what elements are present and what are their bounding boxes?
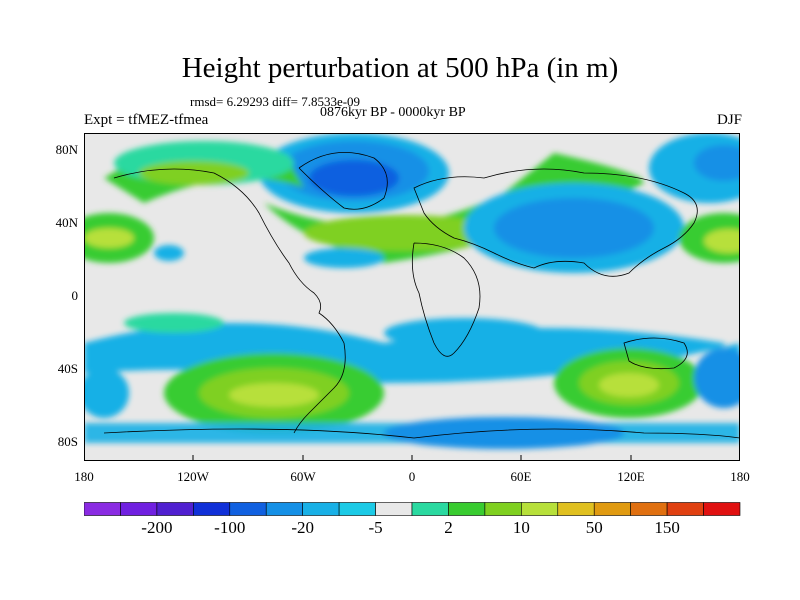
season-label: DJF — [716, 112, 742, 128]
lon-label-120e: 120E — [617, 469, 645, 484]
experiment-label: Expt = tfMEZ-tfmea — [84, 112, 209, 128]
lon-label-120w: 120W — [177, 469, 209, 484]
colorbar-swatch — [229, 502, 267, 516]
colorbar-swatch — [84, 502, 121, 516]
colorbar-label: -5 — [368, 518, 383, 537]
coastlines — [103, 152, 740, 439]
colorbar-swatch — [484, 502, 522, 516]
lat-label-80n: 80N — [55, 142, 78, 157]
colorbar-swatch — [666, 502, 704, 516]
colorbar-label: 10 — [512, 518, 530, 537]
colorbar-swatch — [156, 502, 194, 516]
lon-label-180e: 180 — [730, 469, 750, 484]
lon-label-60e: 60E — [510, 469, 532, 484]
colorbar-swatch — [411, 502, 449, 516]
lat-label-80s: 80S — [57, 434, 78, 449]
colorbar-label: -200 — [141, 518, 173, 537]
lat-label-40s: 40S — [57, 361, 78, 376]
colorbar-swatch — [521, 502, 559, 516]
colorbar-swatch — [557, 502, 595, 516]
colorbar-swatch — [630, 502, 668, 516]
colorbar-swatch — [593, 502, 631, 516]
tick-marks — [192, 455, 632, 461]
lat-label-0: 0 — [71, 288, 79, 303]
lat-label-40n: 40N — [55, 215, 78, 230]
colorbar-label: 2 — [444, 518, 453, 537]
lon-label-0: 0 — [408, 469, 416, 484]
colorbar-swatch — [338, 502, 376, 516]
colorbar-swatch — [302, 502, 340, 516]
colorbar-label: -100 — [214, 518, 246, 537]
colorbar — [84, 502, 741, 516]
colorbar-label: 50 — [585, 518, 603, 537]
lon-label-60w: 60W — [290, 469, 316, 484]
lon-label-180w: 180 — [74, 469, 94, 484]
contour-fields — [84, 133, 740, 449]
colorbar-swatch — [265, 502, 303, 516]
colorbar-swatch — [193, 502, 231, 516]
colorbar-swatch — [703, 502, 741, 516]
rmsd-stats: rmsd= 6.29293 diff= 7.8533e-09 — [190, 94, 361, 109]
colorbar-swatch — [375, 502, 413, 516]
map-plot — [84, 133, 740, 461]
colorbar-label: -20 — [291, 518, 314, 537]
colorbar-swatch — [448, 502, 486, 516]
period-label: 0876kyr BP - 0000kyr BP — [320, 105, 466, 120]
plot-title: Height perturbation at 500 hPa (in m) — [181, 52, 619, 84]
colorbar-label: 150 — [654, 518, 680, 537]
colorbar-swatch — [120, 502, 158, 516]
